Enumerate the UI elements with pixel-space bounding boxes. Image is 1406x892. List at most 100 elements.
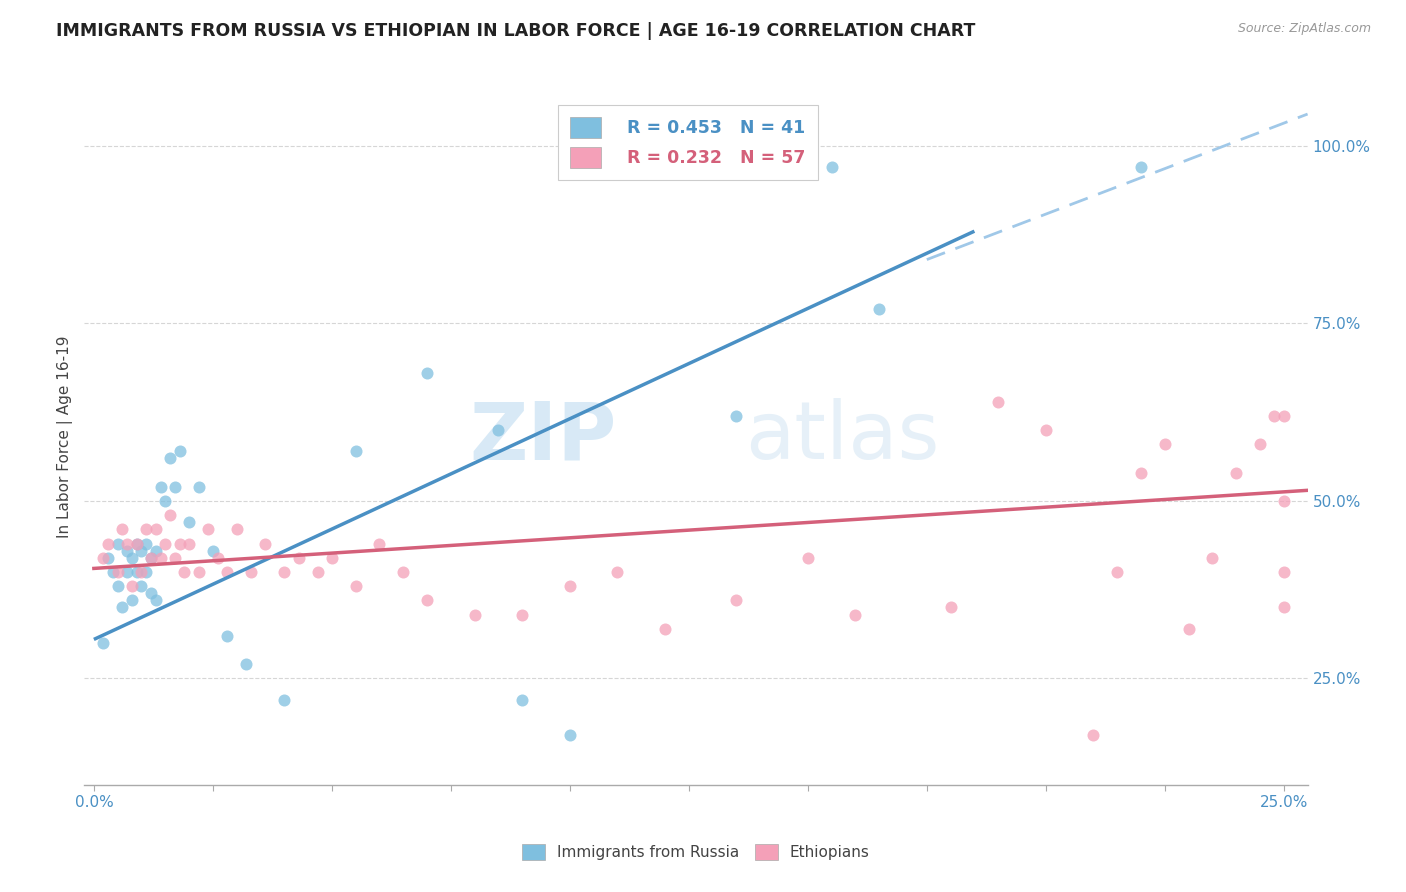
Point: [1107, 565, 1129, 579]
Point: [101, 565, 124, 579]
Point: [217, 629, 239, 643]
Point: [121, 579, 143, 593]
Point: [139, 550, 162, 565]
Point: [115, 565, 138, 579]
Point: [273, 565, 295, 579]
Point: [177, 536, 200, 550]
Point: [510, 607, 533, 622]
Point: [797, 550, 820, 565]
Point: [207, 550, 229, 565]
Point: [155, 536, 177, 550]
Point: [1083, 728, 1105, 742]
Text: atlas: atlas: [745, 398, 939, 476]
Point: [239, 565, 262, 579]
Point: [416, 366, 439, 380]
Point: [173, 565, 195, 579]
Point: [159, 508, 181, 523]
Point: [93, 550, 115, 565]
Point: [868, 302, 890, 317]
Point: [107, 536, 129, 550]
Point: [254, 536, 277, 550]
Point: [135, 565, 157, 579]
Point: [1272, 600, 1295, 615]
Point: [169, 536, 191, 550]
Point: [217, 565, 239, 579]
Point: [121, 550, 143, 565]
Point: [344, 444, 367, 458]
Point: [368, 536, 391, 550]
Point: [939, 600, 962, 615]
Point: [115, 536, 138, 550]
Point: [1201, 550, 1223, 565]
Point: [111, 600, 134, 615]
Text: Source: ZipAtlas.com: Source: ZipAtlas.com: [1237, 22, 1371, 36]
Point: [115, 543, 138, 558]
Point: [197, 522, 219, 536]
Point: [725, 593, 748, 607]
Point: [1130, 466, 1153, 480]
Point: [111, 522, 134, 536]
Point: [1153, 437, 1175, 451]
Text: ZIP: ZIP: [470, 398, 616, 476]
Point: [606, 565, 628, 579]
Y-axis label: In Labor Force | Age 16-19: In Labor Force | Age 16-19: [58, 335, 73, 539]
Point: [321, 550, 343, 565]
Text: IMMIGRANTS FROM RUSSIA VS ETHIOPIAN IN LABOR FORCE | AGE 16-19 CORRELATION CHART: IMMIGRANTS FROM RUSSIA VS ETHIOPIAN IN L…: [56, 22, 976, 40]
Point: [464, 607, 486, 622]
Point: [97, 536, 120, 550]
Legend: Immigrants from Russia, Ethiopians: Immigrants from Russia, Ethiopians: [515, 837, 877, 868]
Point: [131, 543, 153, 558]
Point: [131, 565, 153, 579]
Point: [149, 480, 172, 494]
Point: [139, 550, 162, 565]
Point: [163, 550, 186, 565]
Point: [820, 161, 842, 175]
Point: [125, 536, 148, 550]
Point: [225, 522, 247, 536]
Point: [187, 565, 209, 579]
Point: [654, 161, 676, 175]
Point: [1272, 494, 1295, 508]
Point: [558, 579, 581, 593]
Point: [145, 543, 167, 558]
Point: [844, 607, 866, 622]
Point: [392, 565, 415, 579]
Point: [131, 579, 153, 593]
Point: [177, 516, 200, 530]
Point: [1272, 565, 1295, 579]
Point: [273, 692, 295, 706]
Point: [139, 586, 162, 600]
Point: [307, 565, 329, 579]
Point: [488, 423, 510, 437]
Point: [558, 728, 581, 742]
Point: [125, 565, 148, 579]
Point: [416, 593, 439, 607]
Point: [1272, 409, 1295, 423]
Point: [97, 550, 120, 565]
Point: [135, 522, 157, 536]
Point: [287, 550, 309, 565]
Point: [1249, 437, 1271, 451]
Point: [155, 494, 177, 508]
Point: [145, 593, 167, 607]
Point: [1263, 409, 1285, 423]
Point: [344, 579, 367, 593]
Point: [654, 622, 676, 636]
Point: [1130, 161, 1153, 175]
Point: [145, 522, 167, 536]
Point: [163, 480, 186, 494]
Point: [149, 550, 172, 565]
Point: [107, 565, 129, 579]
Point: [1035, 423, 1057, 437]
Point: [1177, 622, 1199, 636]
Point: [93, 636, 115, 650]
Point: [107, 579, 129, 593]
Point: [187, 480, 209, 494]
Point: [725, 409, 748, 423]
Point: [1225, 466, 1247, 480]
Point: [201, 543, 224, 558]
Point: [987, 394, 1010, 409]
Point: [159, 451, 181, 466]
Point: [135, 536, 157, 550]
Point: [169, 444, 191, 458]
